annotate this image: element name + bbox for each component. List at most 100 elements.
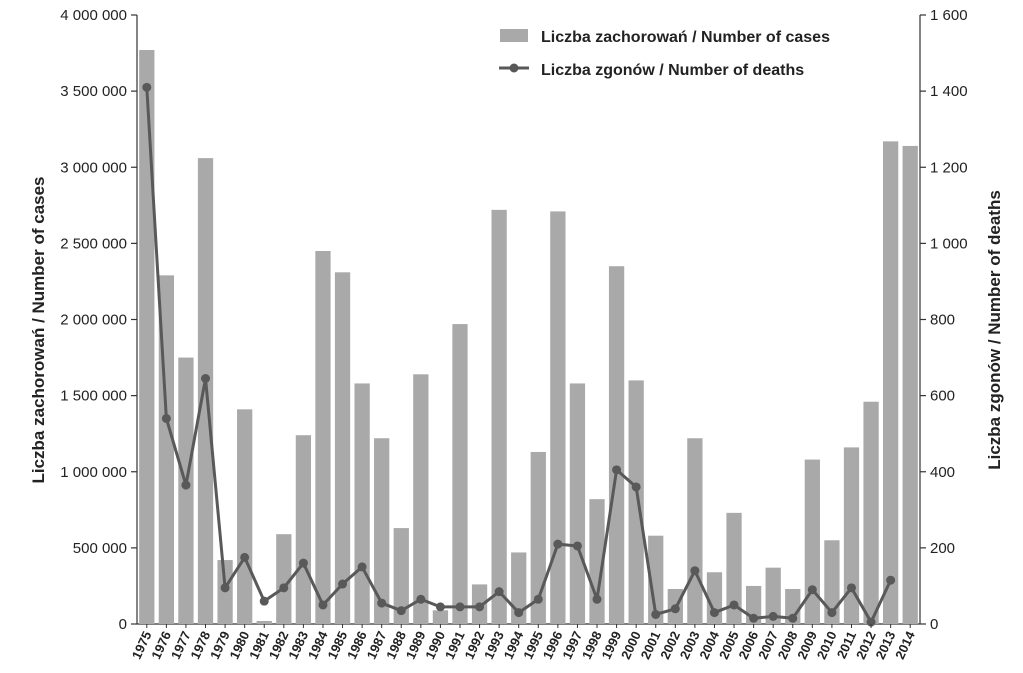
deaths-point-2002 [670, 604, 680, 614]
deaths-point-2010 [827, 608, 837, 618]
bar-1994 [511, 552, 527, 624]
bar-1990 [432, 610, 449, 624]
bar-1985 [334, 272, 351, 624]
deaths-point-1979 [220, 583, 230, 593]
deaths-point-1986 [357, 562, 367, 572]
legend: Liczba zachorowań / Number of cases Licz… [499, 29, 830, 79]
bar-2011 [843, 447, 860, 624]
deaths-point-1990 [435, 602, 445, 612]
deaths-point-1993 [494, 587, 504, 597]
bar-1984 [315, 250, 331, 625]
right-tick-label: 400 [930, 464, 955, 481]
bar-2009 [804, 459, 820, 624]
deaths-point-1984 [318, 600, 328, 610]
deaths-point-1991 [455, 602, 465, 612]
deaths-point-1989 [416, 594, 426, 604]
deaths-point-1981 [259, 596, 269, 606]
deaths-point-2001 [651, 609, 661, 619]
right-tick-label: 1 400 [930, 83, 968, 100]
bar-1999 [608, 266, 625, 624]
deaths-point-1976 [161, 413, 171, 423]
left-tick-label: 2 000 000 [60, 312, 127, 329]
bar-2000 [628, 380, 644, 624]
bar-1977 [178, 357, 194, 624]
left-tick-label: 500 000 [73, 540, 127, 557]
legend-deaths-label: Liczba zgonów / Number of deaths [541, 62, 804, 79]
bar-1989 [413, 374, 429, 624]
deaths-point-1994 [514, 608, 524, 618]
right-tick-label: 600 [930, 388, 955, 405]
bar-2010 [824, 540, 840, 624]
deaths-line-group [142, 82, 896, 627]
bars-group [139, 50, 918, 625]
bar-1996 [550, 211, 566, 624]
deaths-point-2003 [690, 566, 700, 576]
deaths-point-1997 [572, 541, 582, 551]
bar-2003 [687, 438, 703, 624]
right-tick-label: 1 600 [930, 7, 968, 24]
bar-2012 [863, 401, 879, 624]
bar-2005 [726, 512, 742, 624]
deaths-point-2006 [749, 613, 759, 623]
bar-2014 [902, 145, 918, 624]
bar-1991 [452, 324, 468, 624]
bar-2001 [648, 535, 664, 624]
left-tick-label: 3 500 000 [60, 83, 127, 100]
legend-bar-swatch [500, 29, 528, 42]
left-tick-label: 4 000 000 [60, 7, 127, 24]
deaths-point-2004 [709, 608, 719, 618]
deaths-point-2011 [846, 583, 856, 593]
left-axis-title: Liczba zachorowań / Number of cases [29, 176, 48, 483]
deaths-point-1999 [612, 465, 622, 475]
deaths-point-1975 [142, 82, 152, 92]
bar-1980 [237, 409, 253, 624]
bar-1995 [530, 451, 546, 624]
left-ticks-group: 0 500 000 1 000 000 1 500 000 2 000 000 2 500… [60, 7, 137, 633]
bar-1993 [491, 209, 507, 624]
right-ticks-group: 0 200 400 600 800 1 000 1 200 1 400 1 600 [920, 7, 968, 633]
left-tick-label: 1 000 000 [60, 464, 127, 481]
deaths-point-1988 [396, 606, 406, 616]
legend-cases-label: Liczba zachorowań / Number of cases [541, 29, 830, 46]
deaths-point-1978 [201, 374, 211, 383]
x-tick-label: 2014 [892, 628, 918, 661]
left-tick-label: 0 [119, 616, 127, 633]
deaths-point-1987 [377, 598, 387, 608]
right-tick-label: 0 [930, 616, 938, 633]
deaths-point-1992 [475, 602, 485, 612]
bar-1997 [569, 383, 586, 624]
deaths-point-1982 [279, 583, 289, 593]
deaths-point-2008 [788, 613, 798, 623]
left-tick-label: 3 000 000 [60, 159, 127, 176]
right-axis-title: Liczba zgonów / Number of deaths [985, 190, 1004, 470]
deaths-point-2013 [886, 575, 896, 585]
right-tick-label: 800 [930, 312, 955, 329]
bar-1987 [374, 438, 390, 624]
bar-1981 [256, 620, 272, 624]
deaths-point-1985 [338, 579, 348, 589]
deaths-line [145, 87, 892, 624]
bar-1986 [354, 383, 370, 624]
left-tick-label: 1 500 000 [60, 388, 127, 405]
right-tick-label: 200 [930, 540, 955, 557]
bar-2013 [883, 141, 899, 624]
deaths-point-2000 [631, 482, 641, 492]
bar-1983 [295, 435, 312, 624]
right-tick-label: 1 000 [930, 235, 968, 252]
legend-line-marker [509, 63, 519, 73]
bar-2007 [765, 567, 781, 624]
deaths-point-2007 [768, 611, 778, 621]
deaths-point-1977 [181, 480, 191, 490]
deaths-point-1996 [553, 539, 563, 549]
left-tick-label: 2 500 000 [60, 235, 127, 252]
right-tick-label: 1 200 [930, 159, 968, 176]
deaths-point-2009 [807, 585, 817, 595]
deaths-point-1995 [533, 594, 543, 604]
deaths-point-1983 [298, 558, 308, 568]
x-ticks-group: 1975197619771978197919801981198219831984… [129, 624, 918, 662]
deaths-point-2005 [729, 600, 739, 610]
x-tick-label: 2010 [814, 629, 840, 662]
bar-1988 [393, 528, 409, 624]
bar-1975 [139, 50, 155, 624]
